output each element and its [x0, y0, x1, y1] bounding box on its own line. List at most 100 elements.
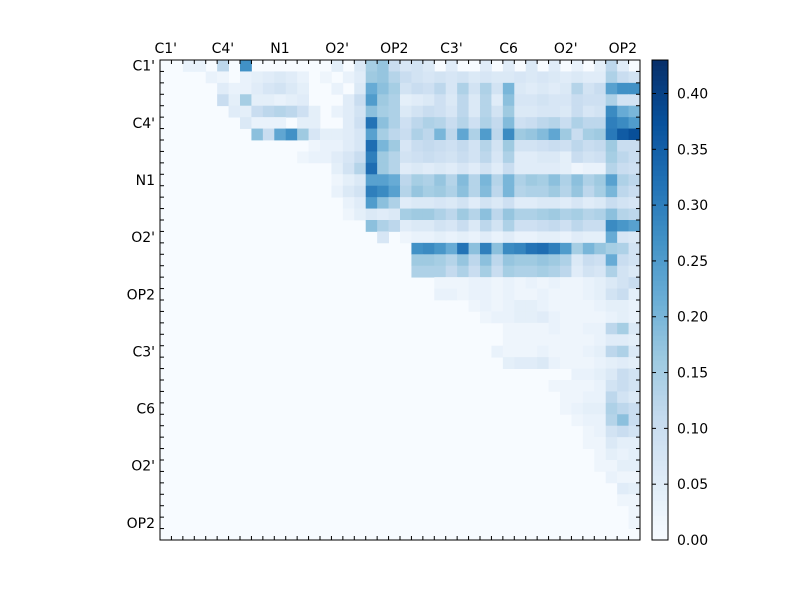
heatmap-cell [342, 197, 355, 209]
heatmap-cell [422, 174, 435, 187]
heatmap-cell [571, 231, 584, 244]
heatmap-cell [228, 82, 241, 95]
colorbar-segment [652, 225, 668, 231]
heatmap-cell [628, 345, 641, 358]
heatmap-cell [548, 197, 561, 209]
colorbar-tick-label: 0.10 [677, 421, 708, 437]
heatmap-cell [514, 94, 527, 107]
heatmap-cell [548, 380, 561, 392]
heatmap-cell [502, 105, 515, 118]
heatmap-cell [617, 448, 629, 461]
heatmap-cell [548, 220, 561, 232]
heatmap-cell [502, 117, 515, 129]
heatmap-cell [457, 71, 469, 84]
heatmap-cell [480, 162, 492, 175]
heatmap-cell [342, 140, 355, 152]
colorbar-segment [652, 195, 668, 201]
heatmap-cell [617, 242, 629, 255]
heatmap-cell [342, 162, 355, 175]
heatmap-cell [377, 220, 389, 232]
colorbar-segment [652, 155, 668, 161]
heatmap-cell [262, 105, 275, 118]
heatmap-cell [582, 437, 595, 449]
heatmap-cell [571, 242, 584, 255]
heatmap-cell [582, 322, 595, 335]
heatmap-cell [537, 220, 549, 232]
heatmap-cell [400, 140, 412, 152]
heatmap-cell [617, 380, 629, 392]
heatmap-cell [491, 288, 504, 301]
heatmap-cell [514, 117, 527, 129]
heatmap-cell [502, 197, 515, 209]
colorbar-segment [652, 440, 668, 446]
heatmap-cell [628, 197, 641, 209]
colorbar-segment [652, 505, 668, 511]
heatmap-cell [411, 242, 424, 255]
heatmap-cell [502, 300, 515, 312]
heatmap-cell [491, 220, 504, 232]
heatmap-cell [480, 311, 492, 324]
heatmap-cell [605, 197, 618, 209]
heatmap-cell [628, 334, 641, 347]
heatmap-cell [262, 117, 275, 129]
heatmap-cell [411, 105, 424, 118]
heatmap-cell [617, 437, 629, 449]
heatmap-cell [605, 82, 618, 95]
heatmap-cell [537, 208, 549, 221]
heatmap-cell [491, 185, 504, 198]
heatmap-cell [582, 391, 595, 404]
heatmap-cell [571, 414, 584, 427]
heatmap-cell [342, 71, 355, 84]
heatmap-cell [628, 105, 641, 118]
heatmap-cell [480, 254, 492, 267]
heatmap-cell [525, 322, 538, 335]
heatmap-cell [445, 265, 458, 278]
heatmap-cell [628, 414, 641, 427]
heatmap-cell [571, 380, 584, 392]
y-tick-label: OP2 [127, 516, 155, 532]
heatmap-cell [388, 71, 401, 84]
heatmap-cell [422, 94, 435, 107]
heatmap-cell [617, 231, 629, 244]
heatmap-cell [502, 128, 515, 141]
heatmap-cell [537, 345, 549, 358]
heatmap-cell [582, 334, 595, 347]
heatmap-cell [480, 82, 492, 95]
heatmap-cell [571, 288, 584, 301]
colorbar-segment [652, 235, 668, 241]
heatmap-cell [445, 185, 458, 198]
colorbar-segment [652, 170, 668, 176]
heatmap-cell [594, 437, 607, 449]
y-tick-label: OP2 [127, 287, 155, 303]
heatmap-cell [605, 277, 618, 289]
heatmap-cell [617, 460, 629, 472]
heatmap-cell [491, 197, 504, 209]
heatmap-cell [617, 402, 629, 415]
heatmap-cell [628, 380, 641, 392]
heatmap-cell [594, 105, 607, 118]
heatmap-cell [434, 277, 447, 289]
heatmap-cell [571, 128, 584, 141]
colorbar-segment [652, 405, 668, 411]
heatmap-cell [422, 82, 435, 95]
heatmap-cell [525, 151, 538, 164]
heatmap-cell [617, 82, 629, 95]
colorbar-segment [652, 135, 668, 141]
heatmap-cell [411, 197, 424, 209]
heatmap-cell [628, 288, 641, 301]
heatmap-cell [514, 345, 527, 358]
heatmap-cell [480, 117, 492, 129]
heatmap-cell [400, 128, 412, 141]
heatmap-cell [457, 185, 469, 198]
heatmap-cell [457, 265, 469, 278]
heatmap-cell [502, 151, 515, 164]
heatmap-cell [594, 71, 607, 84]
heatmap-cell [617, 391, 629, 404]
heatmap-cell [525, 162, 538, 175]
heatmap-cell [468, 151, 481, 164]
heatmap-cell [605, 185, 618, 198]
colorbar-segment [652, 520, 668, 526]
y-tick-label: C3' [132, 344, 155, 360]
heatmap-cell [582, 368, 595, 381]
heatmap-cell [525, 254, 538, 267]
